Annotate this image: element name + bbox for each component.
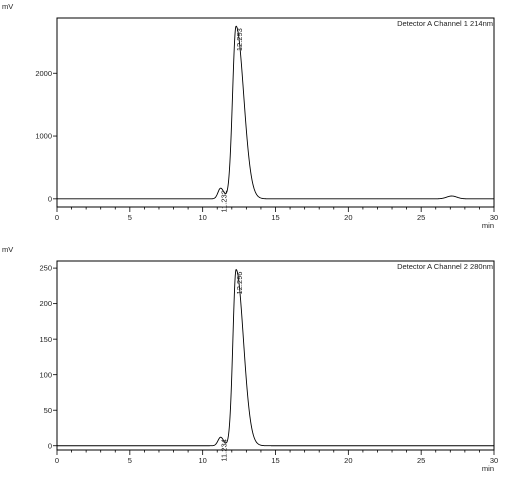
y-tick-label: 150 [39, 335, 52, 344]
legend-label: Detector A Channel 2 280nm [397, 262, 493, 271]
signal-trace [57, 268, 494, 447]
y-tick-label: 250 [39, 264, 52, 273]
plot-frame [56, 17, 495, 208]
peak-label: 12.293 [235, 28, 244, 51]
y-tick-label: 1000 [35, 132, 52, 141]
x-tick-label: 25 [417, 213, 425, 222]
y-tick-label: 2000 [35, 69, 52, 78]
x-tick-label: 0 [55, 456, 59, 465]
x-tick-label: 15 [271, 456, 279, 465]
y-tick-label: 0 [48, 441, 52, 450]
signal-trace [57, 25, 494, 200]
peak-label: 11.234 [220, 439, 229, 461]
y-tick-label: 200 [39, 299, 52, 308]
y-tick-label: 50 [44, 406, 52, 415]
x-tick-label: 25 [417, 456, 425, 465]
x-tick-label: 20 [344, 456, 352, 465]
x-tick-label: 0 [55, 213, 59, 222]
x-tick-label: 30 [490, 213, 498, 222]
y-axis-unit-label: mV [2, 2, 13, 11]
peak-label: 12.296 [235, 272, 244, 295]
plot-frame [56, 260, 495, 451]
y-tick-label: 100 [39, 370, 52, 379]
x-tick-label: 5 [128, 456, 132, 465]
x-tick-label: 10 [198, 456, 206, 465]
x-tick-label: 15 [271, 213, 279, 222]
peak-label: 11.232 [220, 190, 229, 212]
y-tick-label: 0 [48, 194, 52, 203]
x-tick-label: 10 [198, 213, 206, 222]
x-axis-unit-label: min [482, 464, 494, 473]
legend-label: Detector A Channel 1 214nm [397, 19, 493, 28]
x-tick-label: 20 [344, 213, 352, 222]
x-tick-label: 5 [128, 213, 132, 222]
y-axis-unit-label: mV [2, 245, 13, 254]
x-tick-label: 30 [490, 456, 498, 465]
x-axis-unit-label: min [482, 221, 494, 230]
